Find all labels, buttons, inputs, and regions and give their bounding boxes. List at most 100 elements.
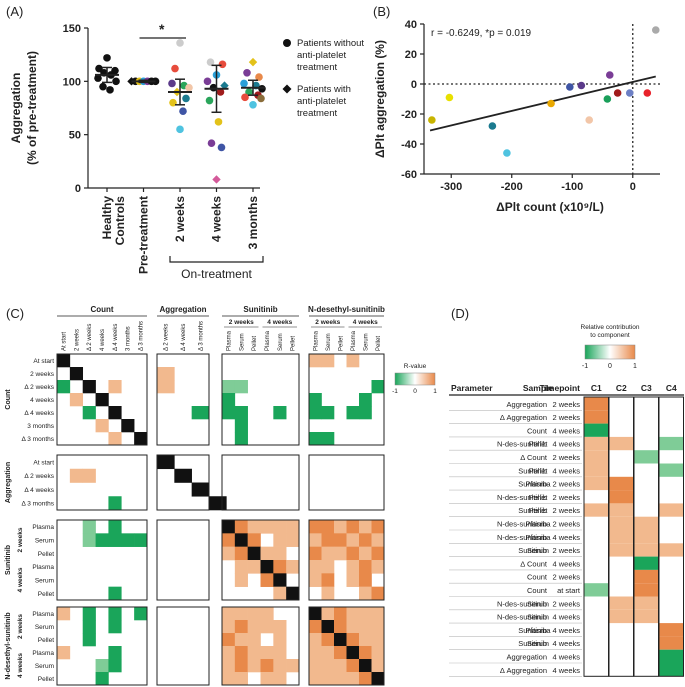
- heatmap-cell: [309, 607, 322, 621]
- table-parameter: Sunitinib: [518, 626, 547, 635]
- heatmap-cell: [234, 560, 248, 574]
- heatmap-cell: [309, 354, 322, 368]
- data-point: [643, 89, 652, 97]
- heatmap-cell: [273, 659, 287, 673]
- table-cell: [609, 476, 634, 491]
- heatmap-cell: [82, 620, 96, 634]
- heatmap-cell: [69, 468, 84, 483]
- heatmap-cell: [371, 520, 385, 534]
- table-cell: [584, 410, 609, 424]
- heatmap-cell: [309, 406, 322, 420]
- heatmap-cell: [273, 646, 287, 660]
- data-point-circle: [168, 79, 176, 88]
- table-sample: Serum: [527, 613, 549, 622]
- row-label: Pellet: [38, 676, 54, 683]
- row-subgroup-label: 4 weeks: [17, 653, 24, 678]
- heatmap-cell: [359, 646, 372, 660]
- table-sample: Serum: [527, 639, 549, 648]
- table-cell: [609, 516, 634, 530]
- x-category-label-a: Pre-treatment: [137, 196, 151, 274]
- panel-label-c: (C): [6, 306, 24, 321]
- heatmap-cell: [371, 546, 385, 561]
- heatmap-cell: [108, 646, 122, 660]
- heatmap-cell: [309, 520, 322, 534]
- table-header: Parameter: [451, 383, 493, 393]
- heatmap-cell: [260, 646, 274, 660]
- heatmap-cell: [309, 672, 322, 686]
- table-timepoint: 4 weeks: [552, 440, 580, 449]
- row-label: 4 weeks: [30, 397, 55, 404]
- data-point-circle: [176, 125, 184, 134]
- y-axis-title-a: Aggregation: [9, 73, 23, 144]
- data-point: [613, 89, 622, 97]
- heatmap-cell: [247, 633, 261, 647]
- table-timepoint: at start: [557, 586, 581, 595]
- table-cell: [584, 503, 609, 517]
- heatmap-cell: [134, 533, 148, 547]
- heatmap-cell: [321, 354, 335, 368]
- data-point-circle: [94, 74, 102, 82]
- heatmap-cell: [346, 607, 360, 621]
- heatmap-cell: [334, 533, 347, 547]
- column-label: Plasma: [351, 330, 357, 351]
- table-timepoint: 4 weeks: [552, 426, 580, 435]
- row-label: Plasma: [32, 650, 54, 657]
- column-subgroup-label: 2 weeks: [315, 319, 340, 326]
- colorbar-tick-d: -1: [582, 363, 588, 370]
- row-label: Δ 2 weeks: [24, 473, 54, 480]
- column-label: Serum: [278, 333, 284, 351]
- table-cell: [609, 609, 634, 624]
- heatmap-cell: [309, 659, 322, 673]
- table-timepoint: 2 weeks: [552, 520, 580, 529]
- heatmap-cell: [309, 432, 322, 446]
- data-point: [445, 93, 454, 102]
- heatmap-block-frame: [308, 606, 385, 686]
- table-timepoint: 4 weeks: [552, 613, 580, 622]
- heatmap-cell: [273, 633, 287, 647]
- table-timepoint: 2 weeks: [552, 400, 580, 409]
- data-point-diamond: [212, 175, 221, 184]
- heatmap-cell: [359, 620, 372, 634]
- column-label: Pellet: [291, 336, 297, 351]
- heatmap-cell: [222, 646, 236, 660]
- heatmap-cell: [346, 406, 360, 420]
- column-label: Serum: [239, 333, 245, 351]
- heatmap-cell: [57, 646, 71, 660]
- heatmap-cell: [321, 432, 335, 446]
- heatmap-cell: [371, 672, 385, 686]
- heatmap-cell: [260, 620, 274, 634]
- heatmap-cell: [321, 520, 335, 534]
- heatmap-cell: [82, 633, 96, 647]
- heatmap-cell: [234, 573, 248, 587]
- table-cell: [584, 423, 609, 437]
- heatmap-cell: [222, 620, 236, 634]
- table-parameter: Δ Aggregation: [500, 413, 547, 422]
- table-parameter: Sunitinib: [518, 506, 547, 515]
- table-parameter: Count: [527, 573, 548, 582]
- column-label: Δ 3 months: [139, 321, 145, 351]
- table-sample: Plasma: [525, 626, 551, 635]
- y-tick-label-b: -60: [401, 169, 417, 181]
- table-parameter: N-des-sunitinib: [497, 613, 547, 622]
- row-label: Δ 2 weeks: [24, 384, 54, 391]
- legend-text: Patients with: [297, 84, 351, 95]
- table-cell: [609, 596, 634, 610]
- row-subgroup-label: 4 weeks: [17, 567, 24, 592]
- data-point-circle: [203, 77, 212, 86]
- table-parameter: Sunitinib: [518, 466, 547, 475]
- table-timepoint: 4 weeks: [552, 626, 580, 635]
- x-axis-title-b: ΔPlt count (x10⁹/L): [496, 200, 604, 214]
- table-parameter: N-des-sunitinib: [497, 520, 547, 529]
- heatmap-cell: [321, 560, 335, 574]
- heatmap-cell: [359, 586, 372, 601]
- heatmap-cell: [157, 380, 175, 394]
- column-label: Pellet: [252, 336, 258, 351]
- x-tick-label-b: 0: [630, 181, 636, 193]
- table-parameter: Sunitinib: [518, 546, 547, 555]
- column-label: Plasma: [265, 330, 271, 351]
- heatmap-cell: [359, 573, 372, 587]
- data-point-circle: [207, 139, 216, 147]
- heatmap-cell: [346, 659, 360, 673]
- heatmap-block-frame: [221, 519, 300, 601]
- legend-text: anti-platelet: [297, 50, 346, 61]
